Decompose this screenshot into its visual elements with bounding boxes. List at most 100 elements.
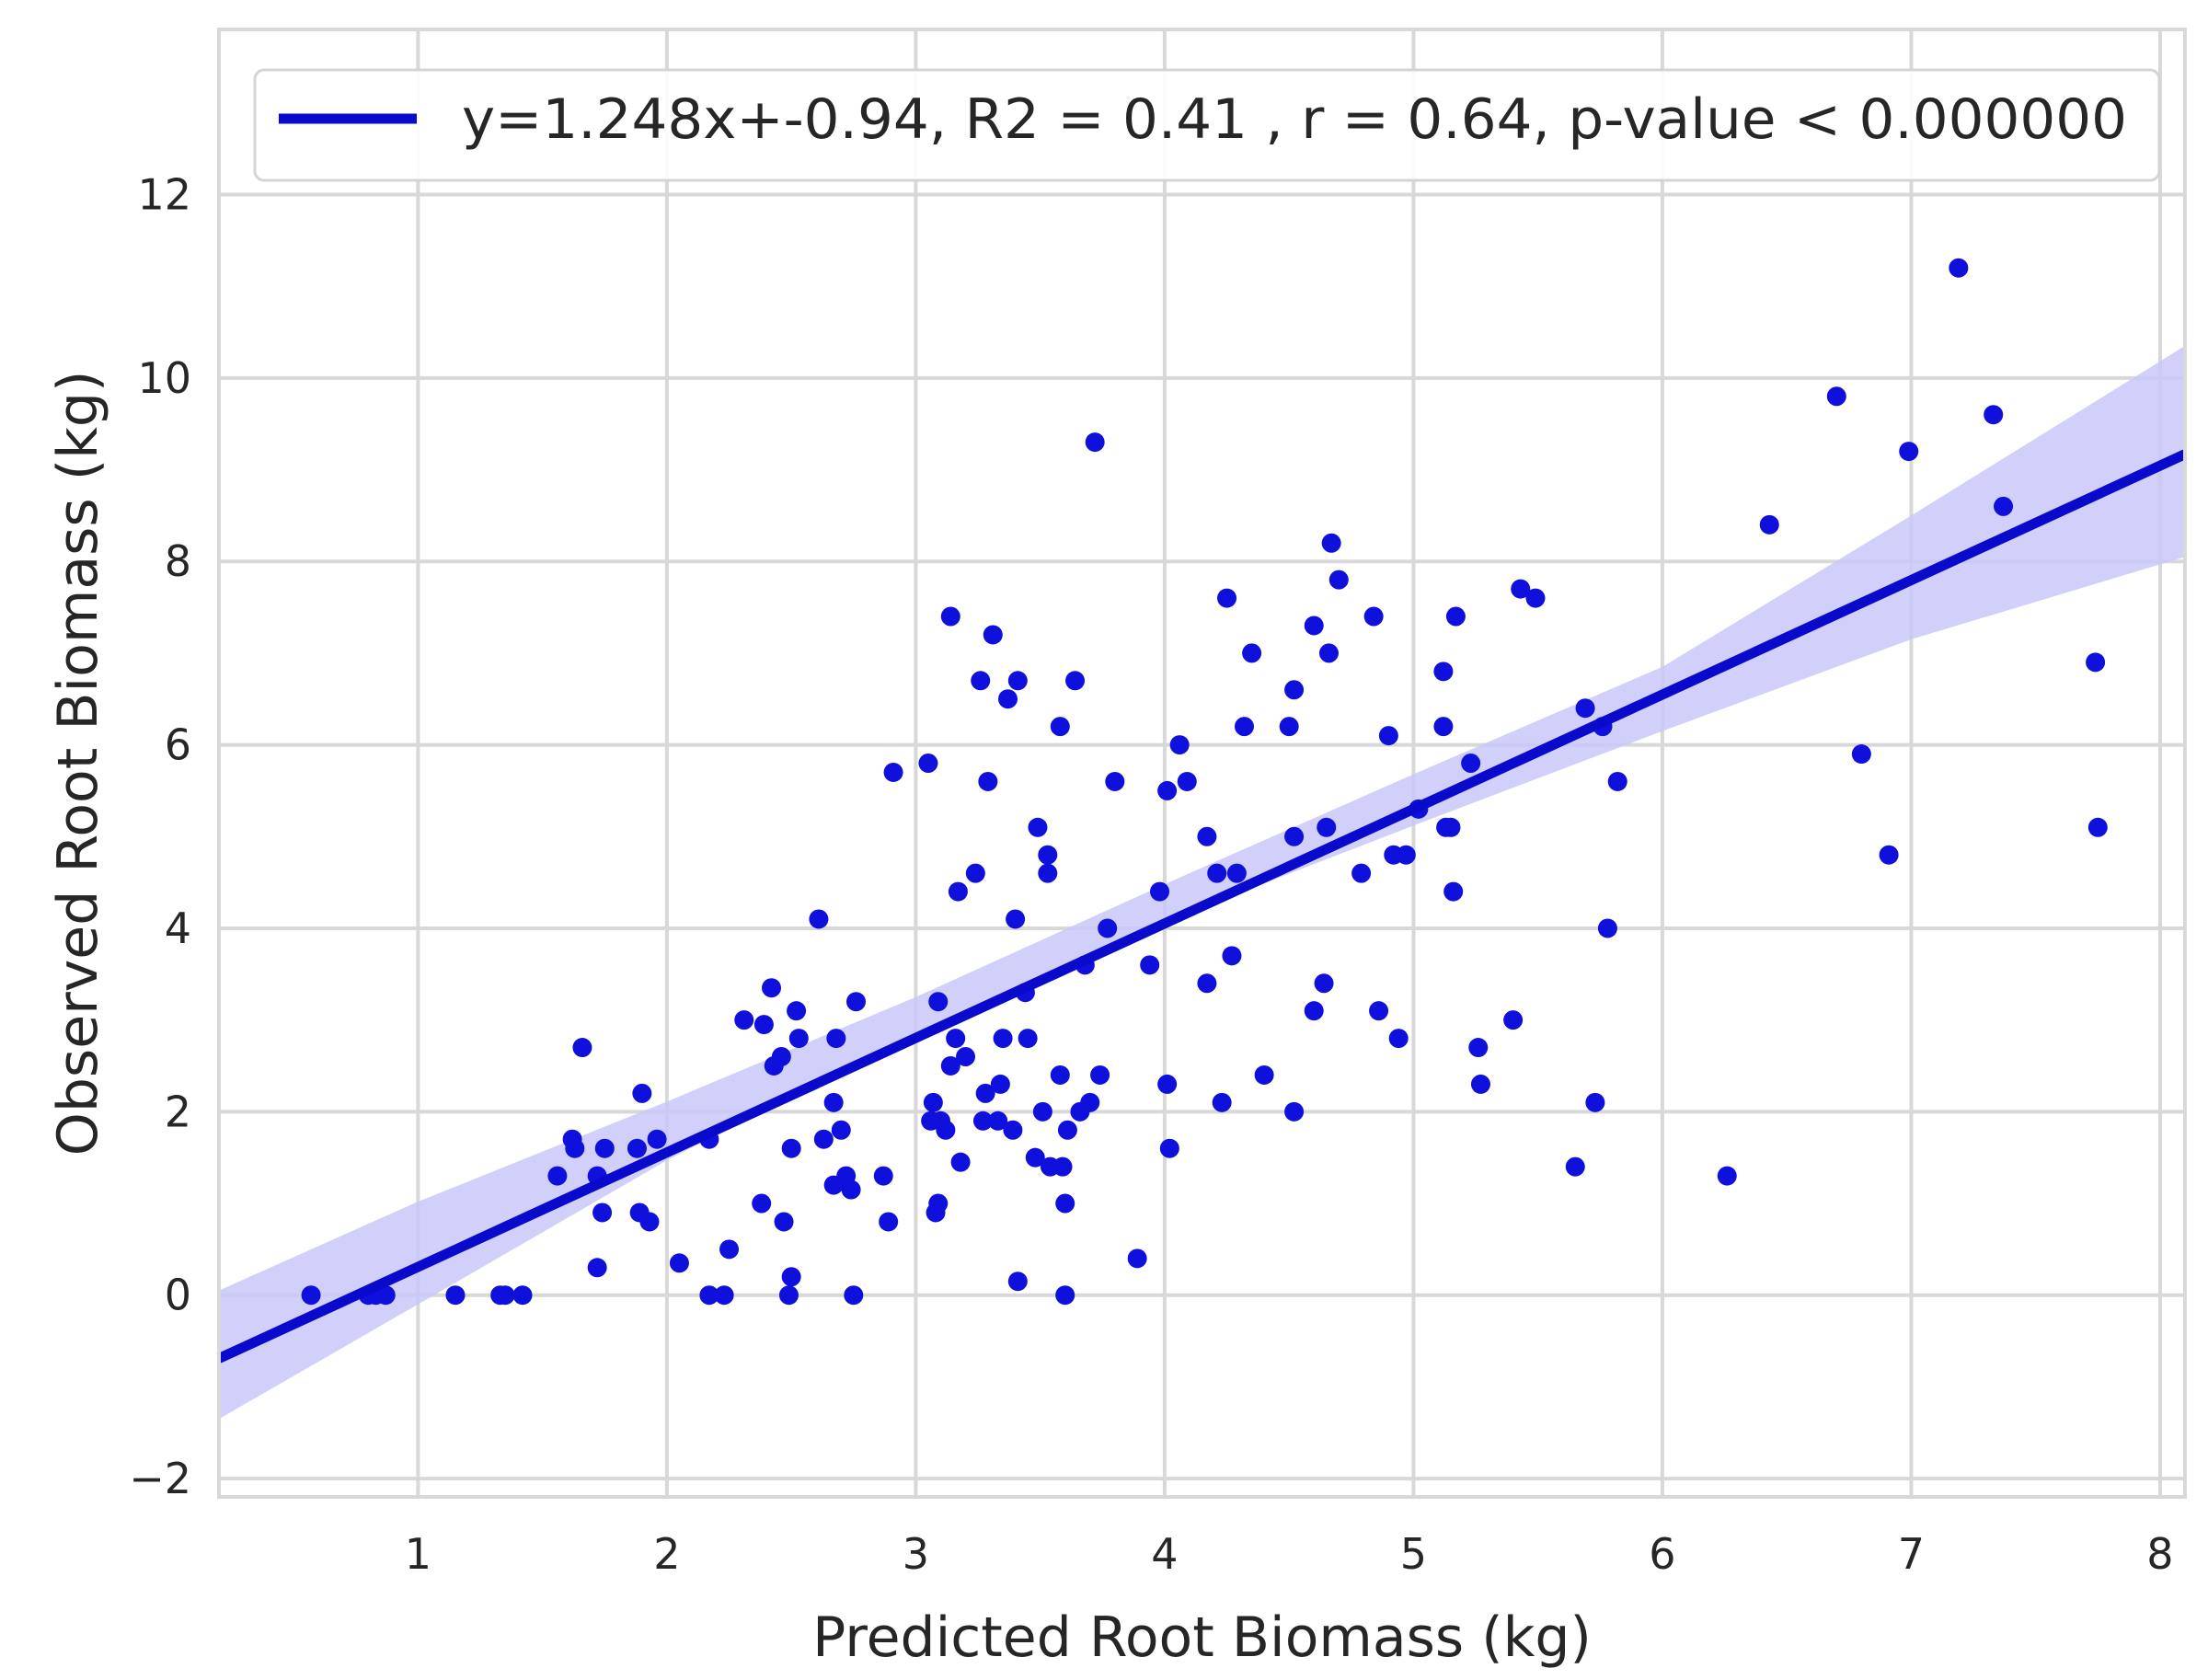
plot-frame <box>217 28 2187 1499</box>
data-point <box>1321 533 1341 553</box>
data-point <box>2086 652 2106 673</box>
data-point <box>565 1138 585 1158</box>
data-point <box>1055 1285 1075 1306</box>
data-point <box>975 1083 995 1103</box>
data-point <box>778 1285 799 1306</box>
y-tick-label: 8 <box>165 536 191 586</box>
data-point <box>1065 671 1086 691</box>
confidence-band-group <box>219 345 2185 1420</box>
data-point <box>1007 671 1028 691</box>
data-point <box>639 1212 660 1232</box>
data-point <box>1503 1010 1524 1030</box>
data-point <box>1585 1092 1605 1112</box>
data-point <box>1314 973 1334 994</box>
x-tick-label: 3 <box>903 1529 929 1579</box>
data-point <box>813 1129 834 1149</box>
data-point <box>873 1166 893 1186</box>
data-point <box>627 1138 647 1158</box>
data-point <box>1055 1193 1075 1214</box>
legend-label: y=1.248x+-0.94, R2 = 0.41 , r = 0.64, p-… <box>462 87 2127 152</box>
data-point <box>495 1285 515 1306</box>
data-point <box>1226 863 1247 883</box>
data-point <box>831 1120 851 1140</box>
data-point <box>1363 606 1384 627</box>
data-point <box>1057 1120 1077 1140</box>
data-point <box>1052 1156 1073 1177</box>
data-point <box>823 1092 844 1112</box>
data-point <box>826 1029 846 1049</box>
data-point <box>1038 845 1058 865</box>
data-point <box>940 1055 960 1076</box>
x-axis-label: Predicted Root Biomass (kg) <box>812 1605 1592 1670</box>
data-point <box>1018 1029 1038 1049</box>
data-point <box>1607 771 1627 791</box>
data-point <box>1090 1064 1110 1085</box>
data-point <box>809 909 829 929</box>
data-point <box>1304 1001 1324 1021</box>
data-point <box>301 1285 321 1306</box>
plot-border <box>217 28 2187 1499</box>
x-tick-label: 8 <box>2146 1529 2173 1579</box>
data-point <box>752 1193 772 1214</box>
legend-box <box>253 68 2161 182</box>
data-point <box>1003 1120 1023 1140</box>
data-point <box>965 863 985 883</box>
data-points <box>301 258 2108 1306</box>
data-point <box>1525 588 1546 608</box>
data-point <box>1157 1074 1178 1094</box>
data-point <box>1006 909 1026 929</box>
data-point <box>1159 1138 1179 1158</box>
data-point <box>594 1138 615 1158</box>
data-point <box>956 1047 976 1066</box>
data-point <box>1212 1092 1232 1112</box>
data-point <box>699 1285 719 1306</box>
data-point <box>1279 717 1299 737</box>
data-point <box>972 1110 993 1131</box>
data-point <box>1085 432 1105 453</box>
confidence-band <box>219 345 2185 1420</box>
data-point <box>1284 826 1305 846</box>
data-point <box>1851 744 1871 765</box>
data-point <box>1468 1038 1489 1058</box>
y-tick-label: 0 <box>165 1271 191 1320</box>
data-point <box>1242 643 1262 663</box>
data-point <box>1433 717 1454 737</box>
data-point <box>978 771 998 791</box>
data-point <box>587 1258 607 1278</box>
data-point <box>1759 514 1779 535</box>
data-point <box>1177 771 1197 791</box>
data-point <box>1284 1101 1305 1122</box>
data-point <box>753 1015 774 1035</box>
data-point <box>1028 817 1048 837</box>
data-point <box>1433 662 1454 682</box>
data-point <box>2087 817 2108 837</box>
data-point <box>1369 1001 1389 1021</box>
data-point <box>948 881 968 902</box>
data-point <box>1025 1147 1045 1168</box>
data-point <box>1445 606 1466 627</box>
data-point <box>547 1166 568 1186</box>
data-point <box>1597 918 1617 938</box>
data-point <box>841 1179 861 1200</box>
data-point <box>632 1083 652 1103</box>
data-point <box>512 1285 533 1306</box>
data-point <box>1396 845 1416 865</box>
data-point <box>1328 570 1349 590</box>
gridlines <box>219 29 2185 1497</box>
data-point <box>781 1138 801 1158</box>
data-point <box>918 754 938 773</box>
data-point <box>774 1212 794 1232</box>
data-point <box>1098 918 1118 938</box>
data-point <box>1461 754 1481 773</box>
data-point <box>936 1120 956 1140</box>
data-point <box>1050 717 1070 737</box>
y-tick-label: 4 <box>165 903 191 953</box>
data-point <box>734 1010 754 1030</box>
data-point <box>1565 1156 1585 1177</box>
data-point <box>647 1129 667 1149</box>
data-point <box>771 1047 791 1066</box>
data-point <box>990 1074 1010 1094</box>
data-point <box>879 1212 899 1232</box>
data-point <box>762 978 782 998</box>
data-point <box>1197 973 1217 994</box>
